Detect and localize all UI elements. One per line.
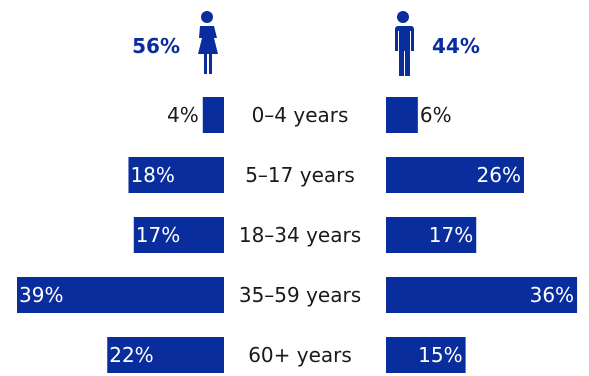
left-bar <box>202 97 224 133</box>
category-label: 18–34 years <box>239 223 361 247</box>
male-person-icon <box>395 11 414 76</box>
chart-rows: 4% 6% 0–4 years 18% 26% 5–17 years 17% 17% 18–34… <box>17 97 578 373</box>
right-bar <box>386 97 418 133</box>
right-value-label: 26% <box>477 163 521 187</box>
right-bar <box>386 277 578 313</box>
right-bar <box>386 217 477 253</box>
male-total-percent: 44% <box>432 34 480 58</box>
left-bar <box>17 277 224 313</box>
left-bar <box>128 157 224 193</box>
left-value-label: 39% <box>19 283 63 307</box>
female-total-percent: 56% <box>132 34 180 58</box>
left-value-label: 22% <box>109 343 153 367</box>
category-label: 5–17 years <box>245 163 355 187</box>
right-value-label: 15% <box>418 343 462 367</box>
left-value-label: 17% <box>136 223 180 247</box>
left-bar <box>107 337 224 373</box>
right-value-label: 17% <box>429 223 473 247</box>
left-value-label: 18% <box>130 163 174 187</box>
right-value-label: 6% <box>420 103 452 127</box>
female-person-icon <box>198 11 218 74</box>
left-bar <box>133 217 224 253</box>
category-label: 35–59 years <box>239 283 361 307</box>
left-value-label: 4% <box>167 103 199 127</box>
category-label: 60+ years <box>248 343 352 367</box>
right-bar <box>386 157 524 193</box>
category-label: 0–4 years <box>252 103 349 127</box>
right-bar <box>386 337 466 373</box>
right-value-label: 36% <box>530 283 574 307</box>
